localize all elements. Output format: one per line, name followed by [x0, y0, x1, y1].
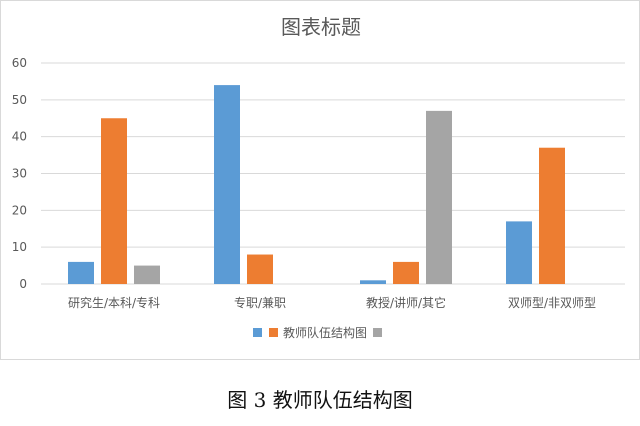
x-axis-labels: 研究生/本科/专科 专职/兼职 教授/讲师/其它 双师型/非双师型 — [68, 295, 596, 310]
bar — [426, 110, 452, 284]
x-tick-label: 双师型/非双师型 — [508, 296, 596, 310]
legend-swatch — [269, 328, 278, 337]
bar — [247, 254, 273, 284]
bar — [68, 261, 94, 284]
y-axis-ticks: 0 10 20 30 40 50 60 — [12, 56, 27, 291]
bar — [506, 221, 532, 284]
x-tick-label: 研究生/本科/专科 — [68, 295, 160, 310]
bar — [214, 85, 240, 284]
legend: 教师队伍结构图 — [253, 325, 383, 340]
bar — [539, 147, 565, 284]
legend-label: 教师队伍结构图 — [283, 325, 367, 340]
y-tick-label: 0 — [19, 277, 27, 291]
y-tick-label: 60 — [12, 56, 27, 70]
y-tick-label: 30 — [12, 167, 27, 181]
bar — [360, 280, 386, 284]
bar — [101, 118, 127, 284]
legend-swatch — [373, 328, 383, 337]
y-tick-label: 20 — [12, 203, 27, 217]
y-tick-label: 40 — [12, 130, 27, 144]
bars — [68, 85, 565, 284]
bar — [393, 261, 419, 284]
figure-caption: 图 3 教师队伍结构图 — [227, 388, 413, 412]
gridlines — [41, 62, 625, 285]
legend-swatch — [253, 328, 262, 337]
y-tick-label: 50 — [12, 93, 27, 107]
bar-chart: 图表标题 0 10 20 30 40 50 60 研究生/本科/专科 专职/兼职 教授/讲师/其… — [12, 15, 625, 340]
chart-area: 图表标题 0 10 20 30 40 50 60 研究生/本科/专科 专职/兼职 教授/讲师/其… — [0, 0, 640, 360]
chart-title: 图表标题 — [281, 15, 361, 39]
x-tick-label: 教授/讲师/其它 — [366, 295, 446, 310]
x-tick-label: 专职/兼职 — [234, 295, 286, 310]
y-tick-label: 10 — [12, 240, 27, 254]
bar — [134, 265, 160, 284]
